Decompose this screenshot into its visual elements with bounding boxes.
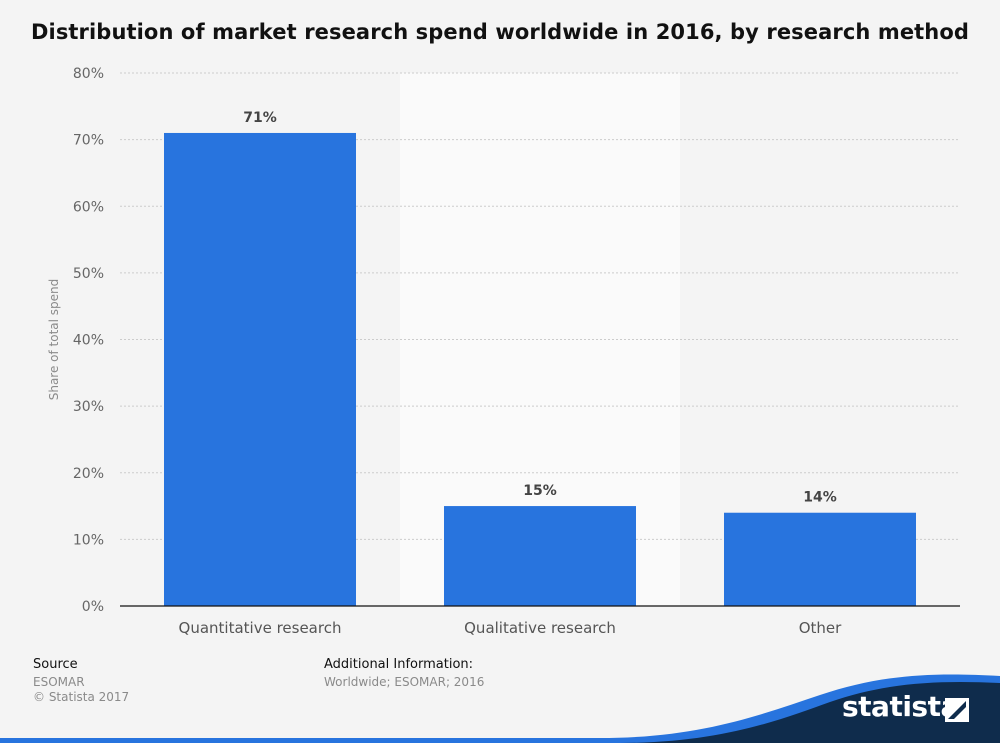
y-tick-label: 60% xyxy=(73,199,104,215)
bar-value-label: 14% xyxy=(803,490,837,506)
bar xyxy=(164,132,356,606)
bar-chart: 0% 10% 20% 30% 40% 50% 60% 70% 80% Share of total… xyxy=(47,66,960,637)
additional-info-value: Worldwide; ESOMAR; 2016 xyxy=(324,675,485,689)
chart-title: Distribution of market research spend wo… xyxy=(30,20,970,44)
source-value: ESOMAR xyxy=(33,675,85,689)
y-tick-label: 0% xyxy=(82,599,104,615)
x-tick-label: Other xyxy=(799,619,842,637)
statista-logo-icon xyxy=(945,698,969,722)
x-tick-label: Qualitative research xyxy=(464,619,616,637)
bar-value-label: 15% xyxy=(523,483,557,499)
bar-value-label: 71% xyxy=(243,110,277,126)
y-tick-label: 20% xyxy=(73,466,104,482)
bar xyxy=(724,512,916,606)
y-tick-label: 80% xyxy=(73,66,104,82)
y-tick-label: 10% xyxy=(73,532,104,548)
additional-info-label: Additional Information: xyxy=(324,657,474,672)
statista-logo-text[interactable]: statista xyxy=(842,690,959,723)
copyright-text: © Statista 2017 xyxy=(33,690,130,704)
y-axis-title: Share of total spend xyxy=(47,279,61,401)
y-tick-label: 70% xyxy=(73,133,104,149)
y-tick-label: 30% xyxy=(73,399,104,415)
source-label: Source xyxy=(33,657,78,672)
y-tick-label: 40% xyxy=(73,333,104,349)
bar xyxy=(444,506,636,606)
y-tick-label: 50% xyxy=(73,266,104,282)
x-tick-label: Quantitative research xyxy=(179,619,342,637)
